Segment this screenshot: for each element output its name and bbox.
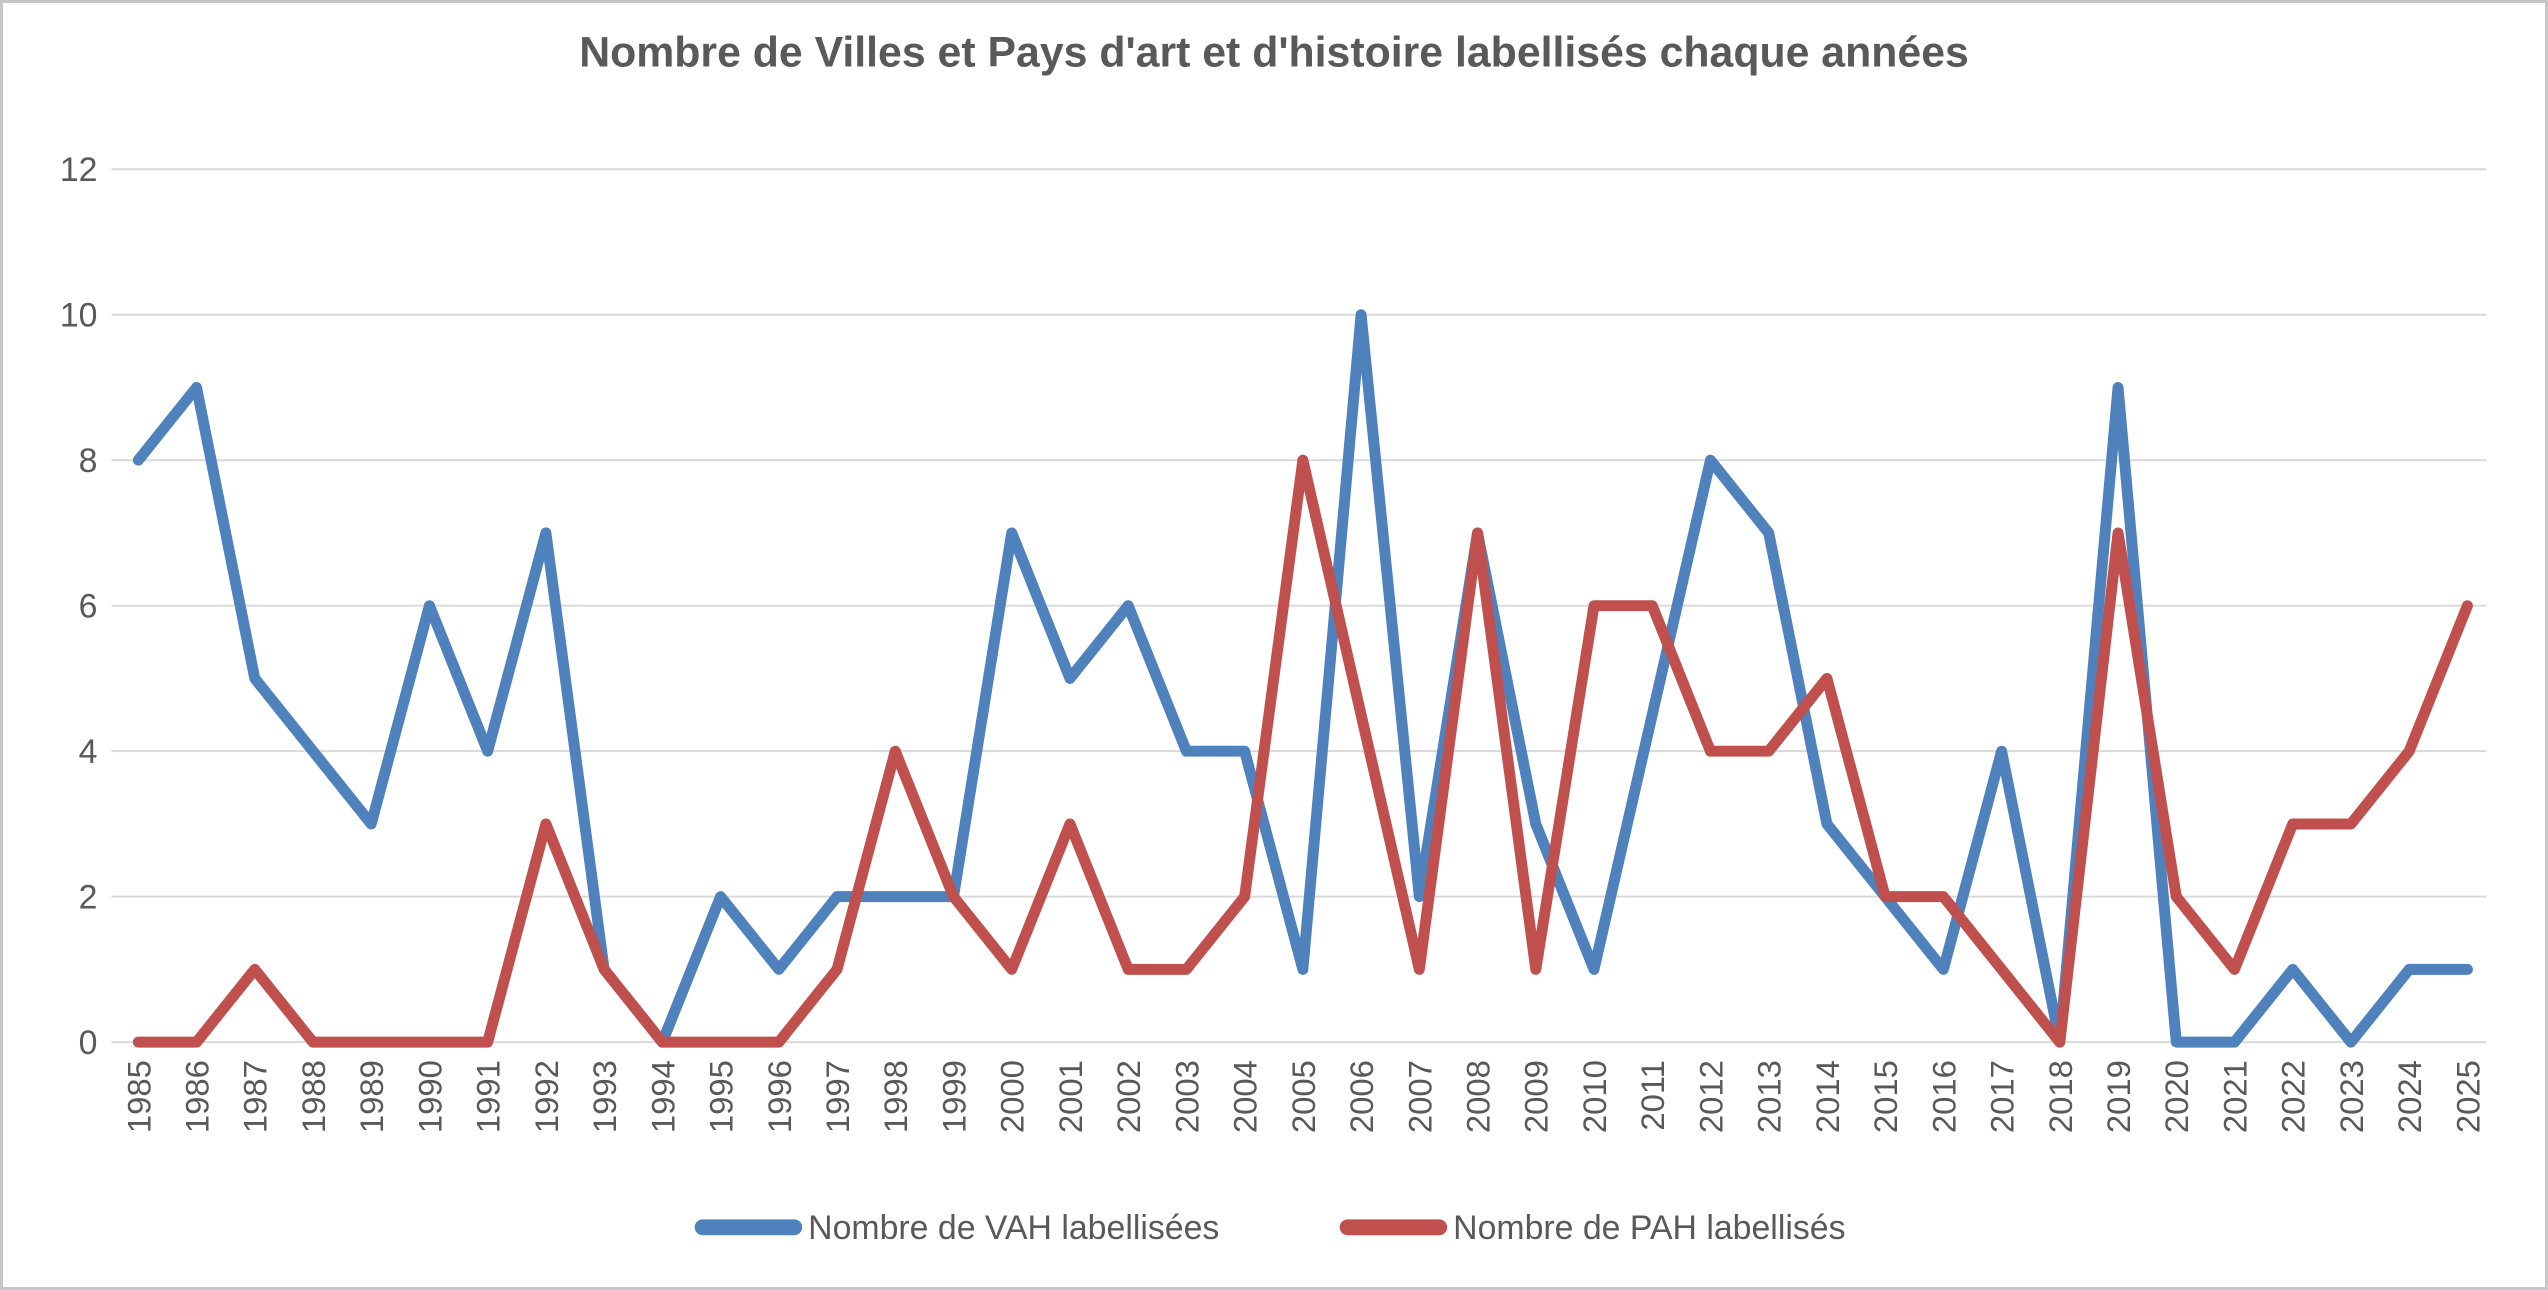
line-chart: Nombre de Villes et Pays d'art et d'hist… — [60, 29, 2487, 1248]
x-axis-label: 1991 — [470, 1060, 507, 1133]
x-axis-label: 2008 — [1459, 1060, 1496, 1133]
x-axis-label: 1994 — [644, 1060, 681, 1133]
x-axis-label: 1998 — [877, 1060, 914, 1133]
x-axis-label: 1988 — [295, 1060, 332, 1133]
x-axis-label: 2002 — [1110, 1060, 1147, 1133]
x-axis-label: 2025 — [2449, 1060, 2486, 1133]
x-axis-label: 2005 — [1285, 1060, 1322, 1133]
x-axis-label: 2015 — [1867, 1060, 1904, 1133]
x-axis-label: 1990 — [411, 1060, 448, 1133]
x-axis-label: 2016 — [1925, 1060, 1962, 1133]
x-axis-label: 1999 — [935, 1060, 972, 1133]
x-axis-label: 1996 — [761, 1060, 798, 1133]
y-axis-label: 8 — [79, 442, 98, 480]
series-line-vah — [132, 309, 2473, 1048]
x-axis-label: 1997 — [819, 1060, 856, 1133]
x-axis-labels: 1985 1986 1987 1988 1989 1990 1991 1992 1993 1994… — [120, 1060, 2486, 1133]
x-axis-label: 1993 — [586, 1060, 623, 1133]
x-axis-label: 2004 — [1227, 1060, 1264, 1133]
x-axis-label: 1985 — [120, 1060, 157, 1133]
x-axis-label: 2013 — [1751, 1060, 1788, 1133]
x-axis-label: 2020 — [2158, 1060, 2195, 1133]
chart-title: Nombre de Villes et Pays d'art et d'hist… — [579, 29, 1969, 77]
x-axis-label: 2009 — [1518, 1060, 1555, 1133]
x-axis-label: 2018 — [2042, 1060, 2079, 1133]
x-axis-label: 2011 — [1634, 1060, 1671, 1131]
x-axis-label: 1989 — [353, 1060, 390, 1133]
x-axis-label: 2023 — [2333, 1060, 2370, 1133]
x-axis-label: 2021 — [2216, 1060, 2253, 1133]
x-axis-label: 2022 — [2275, 1060, 2312, 1133]
legend-label-vah: Nombre de VAH labellisées — [808, 1209, 1219, 1247]
x-axis-label: 2000 — [994, 1060, 1031, 1133]
y-axis-label: 6 — [79, 588, 98, 626]
series-lines — [132, 309, 2473, 1048]
x-axis-label: 2003 — [1168, 1060, 1205, 1133]
legend-label-pah: Nombre de PAH labellisés — [1453, 1209, 1845, 1247]
y-axis-label: 2 — [79, 879, 98, 917]
y-axis-label: 0 — [79, 1024, 98, 1062]
y-axis-label: 4 — [79, 733, 98, 771]
x-axis-label: 2012 — [1692, 1060, 1729, 1133]
x-axis-label: 1987 — [237, 1060, 274, 1133]
x-axis-label: 2006 — [1343, 1060, 1380, 1133]
series-line-pah — [132, 454, 2473, 1048]
x-axis-label: 1995 — [703, 1060, 740, 1133]
y-axis-label: 10 — [60, 297, 98, 335]
legend: Nombre de VAH labellisées Nombre de PAH … — [694, 1209, 1845, 1247]
x-axis-label: 2024 — [2391, 1060, 2428, 1133]
x-axis-label: 2001 — [1052, 1060, 1089, 1133]
x-axis-label: 2014 — [1809, 1060, 1846, 1133]
x-axis-label: 2007 — [1401, 1060, 1438, 1133]
y-axis-labels: 0 2 4 6 8 10 12 — [60, 151, 98, 1062]
y-axis-label: 12 — [60, 151, 98, 189]
x-axis-label: 1992 — [528, 1060, 565, 1133]
x-axis-label: 2010 — [1576, 1060, 1613, 1133]
x-axis-label: 2017 — [1984, 1060, 2021, 1133]
x-axis-label: 2019 — [2100, 1060, 2137, 1133]
x-axis-label: 1986 — [178, 1060, 215, 1133]
